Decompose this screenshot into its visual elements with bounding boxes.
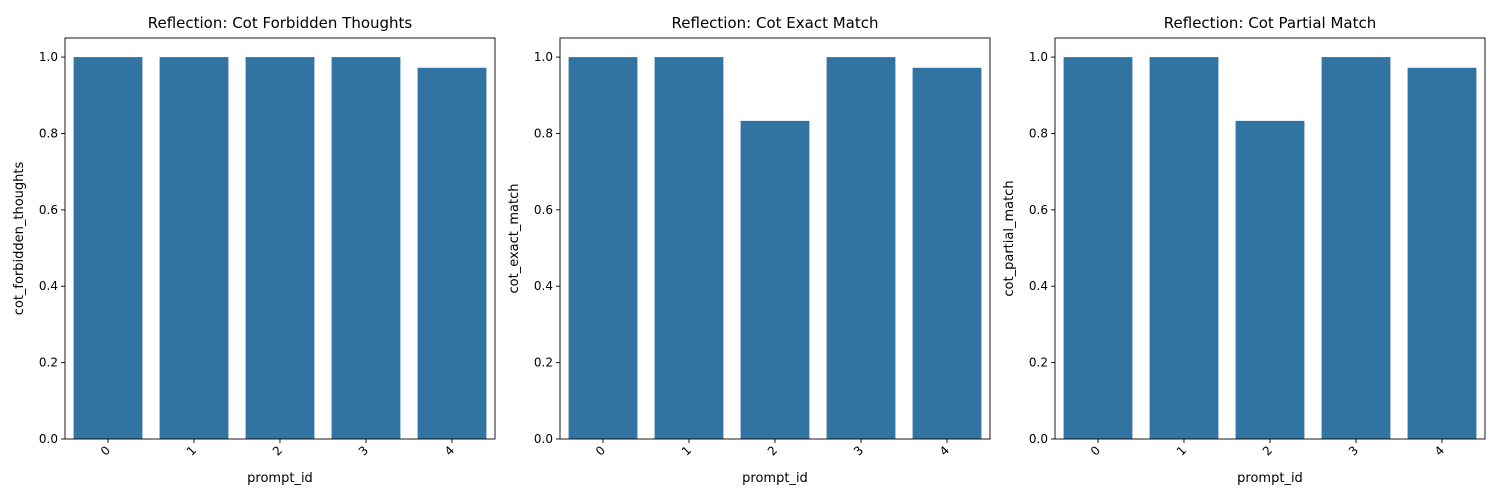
y-tick-label: 0.4 <box>39 279 58 293</box>
x-tick-label: 2 <box>765 443 780 458</box>
bar-0 <box>568 57 638 439</box>
chart-panel-1: 0.0 0.2 0.4 0.6 0.8 1.0 0 1 2 3 4 Reflection: Cot E… <box>507 14 991 486</box>
x-axis-label: prompt_id <box>247 471 313 486</box>
y-axis-label: cot_forbidden_thoughts <box>12 161 27 315</box>
y-tick-label: 1.0 <box>39 50 58 64</box>
bar-2 <box>740 120 810 439</box>
x-tick-label: 3 <box>851 443 866 458</box>
y-tick-label: 0.0 <box>534 432 553 446</box>
bar-3 <box>826 57 896 439</box>
y-tick-label: 0.8 <box>534 126 553 140</box>
y-tick-label: 0.6 <box>39 203 58 217</box>
y-tick-label: 0.6 <box>534 203 553 217</box>
y-tick-label: 0.6 <box>1029 203 1048 217</box>
y-tick-label: 0.8 <box>39 126 58 140</box>
x-axis-label: prompt_id <box>742 471 808 486</box>
bar-4 <box>912 67 982 439</box>
x-tick-label: 1 <box>184 443 199 458</box>
y-tick-label: 1.0 <box>1029 50 1048 64</box>
x-tick-label: 2 <box>1260 443 1275 458</box>
x-tick-label: 0 <box>98 443 113 458</box>
x-tick-label: 2 <box>270 443 285 458</box>
bar-1 <box>654 57 724 439</box>
y-tick-label: 0.8 <box>1029 126 1048 140</box>
y-tick-label: 0.2 <box>534 356 553 370</box>
y-tick-label: 0.4 <box>534 279 553 293</box>
chart-title: Reflection: Cot Exact Match <box>672 14 879 32</box>
chart-panel-0: 0.0 0.2 0.4 0.6 0.8 1.0 0 1 2 3 4 Reflection: Cot F… <box>12 14 496 486</box>
bar-1 <box>159 57 229 439</box>
x-tick-label: 4 <box>442 443 457 458</box>
y-tick-label: 1.0 <box>534 50 553 64</box>
bar-0 <box>1063 57 1133 439</box>
y-axis-label: cot_exact_match <box>507 184 522 294</box>
bar-0 <box>73 57 143 439</box>
x-tick-label: 1 <box>1174 443 1189 458</box>
y-tick-label: 0.2 <box>1029 356 1048 370</box>
x-axis-label: prompt_id <box>1237 471 1303 486</box>
y-tick-label: 0.2 <box>39 356 58 370</box>
x-tick-label: 3 <box>1346 443 1361 458</box>
chart-title: Reflection: Cot Forbidden Thoughts <box>148 14 413 32</box>
bar-3 <box>1321 57 1391 439</box>
bar-2 <box>245 57 315 439</box>
x-tick-label: 4 <box>1432 443 1447 458</box>
y-tick-label: 0.0 <box>39 432 58 446</box>
bar-1 <box>1149 57 1219 439</box>
bar-2 <box>1235 120 1305 439</box>
x-tick-label: 4 <box>937 443 952 458</box>
chart-title: Reflection: Cot Partial Match <box>1164 14 1376 32</box>
y-axis-label: cot_partial_match <box>1002 180 1017 296</box>
x-tick-label: 0 <box>593 443 608 458</box>
x-tick-label: 1 <box>679 443 694 458</box>
bar-3 <box>331 57 401 439</box>
bar-4 <box>417 67 487 439</box>
chart-panel-2: 0.0 0.2 0.4 0.6 0.8 1.0 0 1 2 3 4 Reflection: Cot P… <box>1002 14 1486 486</box>
y-tick-label: 0.0 <box>1029 432 1048 446</box>
x-tick-label: 0 <box>1088 443 1103 458</box>
bar-4 <box>1407 67 1477 439</box>
x-tick-label: 3 <box>356 443 371 458</box>
y-tick-label: 0.4 <box>1029 279 1048 293</box>
